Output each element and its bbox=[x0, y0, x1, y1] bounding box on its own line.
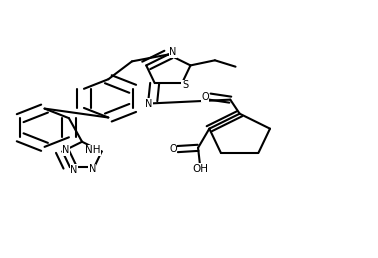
Text: O: O bbox=[169, 144, 177, 154]
Text: O: O bbox=[201, 92, 209, 102]
Text: S: S bbox=[182, 80, 188, 90]
Text: N: N bbox=[62, 145, 70, 155]
Text: N: N bbox=[169, 47, 177, 58]
Text: NH: NH bbox=[85, 145, 100, 155]
Text: N: N bbox=[146, 99, 153, 109]
Text: N: N bbox=[88, 164, 96, 174]
Text: N: N bbox=[70, 165, 77, 175]
Text: OH: OH bbox=[192, 164, 208, 174]
